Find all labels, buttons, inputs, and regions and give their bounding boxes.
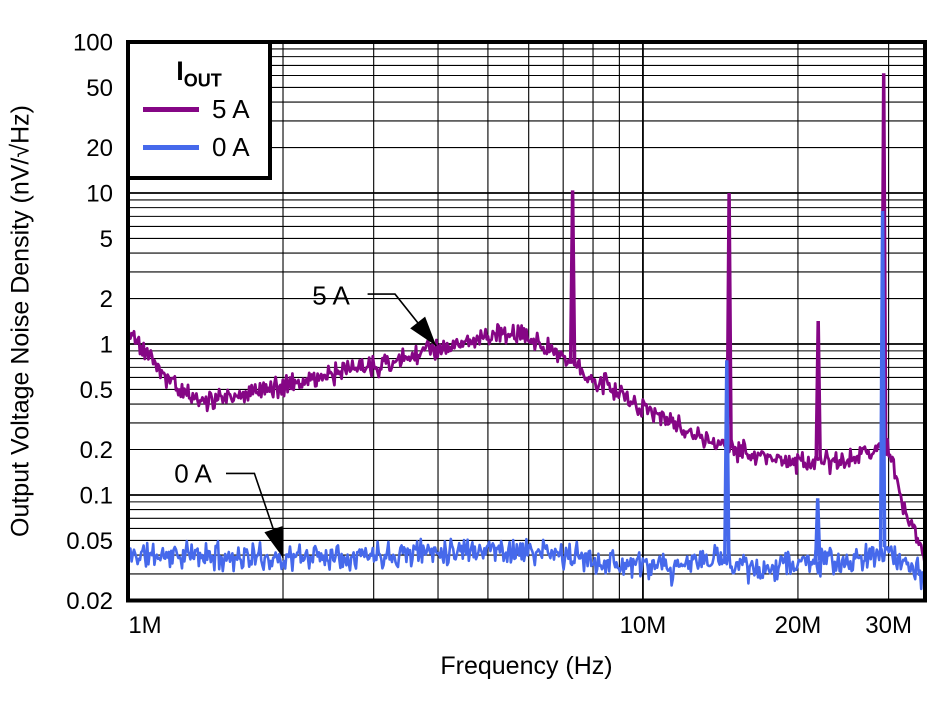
x-tick-label: 30M xyxy=(865,612,912,639)
y-tick-label: 10 xyxy=(86,180,113,207)
annotation-arrowhead-1 xyxy=(264,526,283,558)
series-spike-1 xyxy=(878,210,887,548)
y-tick-label: 0.05 xyxy=(66,528,113,555)
series-spike-0 xyxy=(814,320,822,461)
legend-item-0a-label: 0 A xyxy=(212,131,250,162)
y-tick-label: 0.5 xyxy=(80,377,113,404)
legend-title-subscript: OUT xyxy=(183,70,222,91)
series-spike-0 xyxy=(568,190,577,364)
gridlines xyxy=(128,42,925,601)
x-tick-label: 1M xyxy=(128,612,161,639)
annotation-arrowhead-0 xyxy=(410,316,437,346)
y-tick-label: 5 xyxy=(100,226,113,253)
annotation-0a-label: 0 A xyxy=(174,458,212,489)
y-tick-label: 50 xyxy=(86,75,113,102)
legend-item-5a: 5 A xyxy=(130,90,268,128)
y-tick-label: 0.02 xyxy=(66,588,113,615)
series-spike-1 xyxy=(723,360,731,561)
plot-frame xyxy=(126,40,927,603)
x-tick-label: 20M xyxy=(775,612,822,639)
y-tick-label: 0.1 xyxy=(80,482,113,509)
series-trace-0 xyxy=(128,323,925,565)
legend: IOUT 5 A 0 A xyxy=(126,40,272,180)
series-0a-swatch xyxy=(143,144,199,150)
legend-title: IOUT xyxy=(130,56,268,90)
legend-title-symbol: I xyxy=(176,56,184,86)
series-spike-1 xyxy=(813,498,822,561)
y-tick-label: 0.2 xyxy=(80,437,113,464)
series-trace-1 xyxy=(128,537,925,591)
x-tick-label: 10M xyxy=(620,612,667,639)
series-5a-swatch xyxy=(143,106,199,112)
y-axis-title: Output Voltage Noise Density (nV/√Hz) xyxy=(6,105,35,537)
legend-item-5a-label: 5 A xyxy=(212,93,250,124)
x-axis-title: Frequency (Hz) xyxy=(440,652,613,680)
y-tick-label: 1 xyxy=(100,331,113,358)
annotation-5a-label: 5 A xyxy=(312,280,350,311)
legend-item-0a: 0 A xyxy=(130,128,268,166)
traces xyxy=(128,73,925,591)
y-tick-label: 20 xyxy=(86,135,113,162)
y-tick-label: 2 xyxy=(100,286,113,313)
y-tick-label: 100 xyxy=(73,30,113,57)
